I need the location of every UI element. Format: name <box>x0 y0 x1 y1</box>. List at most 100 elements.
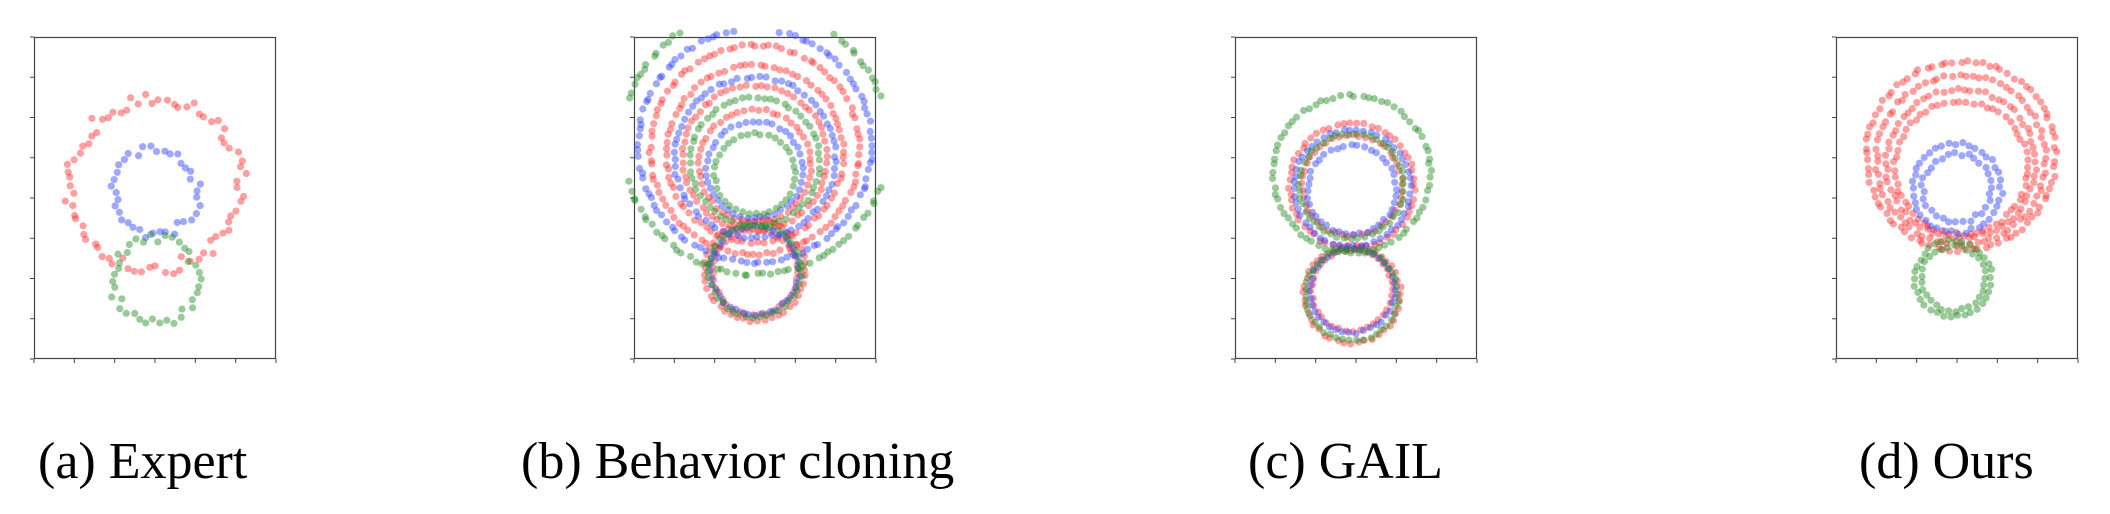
data-point-red <box>709 269 717 277</box>
data-point-blue <box>634 146 642 154</box>
data-point-green <box>687 145 695 153</box>
data-point-red <box>1389 154 1397 162</box>
data-point-red <box>806 173 814 181</box>
data-point-blue <box>1296 211 1304 220</box>
data-point-green <box>841 40 849 48</box>
data-point-red <box>1969 245 1977 253</box>
data-point-red <box>1388 262 1396 270</box>
data-point-blue <box>1314 313 1322 321</box>
data-point-red <box>723 211 731 219</box>
data-point-green <box>1280 209 1288 217</box>
data-point-blue <box>784 80 793 88</box>
data-point-blue <box>1986 196 1994 204</box>
data-point-blue <box>656 73 664 81</box>
data-point-blue <box>697 37 705 45</box>
data-point-green <box>860 213 868 221</box>
data-point-red <box>2037 98 2045 106</box>
data-point-red <box>798 209 806 217</box>
data-point-red <box>1876 203 1885 211</box>
data-point-red <box>682 130 690 138</box>
data-point-red <box>839 88 847 96</box>
data-point-green <box>722 215 730 223</box>
data-point-blue <box>1912 164 1920 172</box>
data-point-red <box>1312 267 1320 275</box>
data-point-blue <box>671 155 679 163</box>
data-point-blue <box>193 193 201 201</box>
data-point-blue <box>748 73 756 82</box>
data-point-green <box>759 269 767 277</box>
data-point-green <box>1271 191 1279 199</box>
data-point-red <box>108 260 116 268</box>
data-point-red <box>1301 302 1310 310</box>
data-point-red <box>761 316 769 324</box>
data-point-blue <box>1927 164 1935 172</box>
data-point-red <box>1949 72 1957 80</box>
data-point-blue <box>777 256 785 264</box>
data-point-red <box>779 299 787 307</box>
data-point-blue <box>1305 180 1313 188</box>
data-point-blue <box>822 192 831 200</box>
data-point-blue <box>739 309 747 317</box>
data-point-red <box>2033 121 2041 129</box>
data-point-green <box>704 260 712 268</box>
data-point-green <box>797 112 805 120</box>
data-point-blue <box>708 274 716 282</box>
data-point-green <box>1359 336 1367 344</box>
data-point-blue <box>830 153 839 161</box>
data-point-red <box>685 209 693 217</box>
data-point-red <box>715 288 723 296</box>
data-point-green <box>781 100 789 108</box>
data-point-red <box>1382 218 1390 226</box>
data-point-red <box>1309 261 1317 269</box>
data-point-red <box>104 114 112 122</box>
data-point-red <box>214 116 222 125</box>
data-point-green <box>1390 310 1399 318</box>
data-point-red <box>760 239 768 247</box>
data-point-red <box>1396 142 1404 150</box>
data-point-red <box>1380 326 1388 334</box>
data-point-red <box>788 217 796 225</box>
data-point-red <box>788 232 796 240</box>
data-point-red <box>2048 123 2056 131</box>
data-point-blue <box>724 206 732 214</box>
data-point-green <box>1422 196 1430 204</box>
data-point-green <box>824 248 832 256</box>
data-point-red <box>1957 240 1965 248</box>
data-point-green <box>723 305 732 313</box>
data-point-green <box>1369 246 1377 254</box>
data-point-red <box>1940 99 1948 107</box>
data-point-blue <box>832 143 840 151</box>
data-point-green <box>1911 275 1919 283</box>
data-point-green <box>1296 194 1304 202</box>
data-point-green <box>877 184 885 192</box>
data-point-blue <box>1382 159 1390 167</box>
data-point-blue <box>858 92 866 100</box>
data-point-red <box>698 236 706 244</box>
data-point-red <box>1897 206 1905 214</box>
data-point-red <box>662 161 670 169</box>
data-point-green <box>1387 238 1395 246</box>
data-point-blue <box>683 45 691 53</box>
data-point-red <box>1893 81 1901 89</box>
data-point-red <box>1907 234 1915 242</box>
data-point-green <box>676 29 684 37</box>
data-point-red <box>747 239 755 247</box>
data-point-blue <box>1317 218 1325 226</box>
data-point-red <box>664 130 672 138</box>
data-point-red <box>749 250 757 258</box>
data-point-blue <box>796 150 804 158</box>
scatter-points <box>61 90 250 328</box>
data-point-green <box>808 189 816 197</box>
data-point-red <box>1284 184 1293 192</box>
data-point-red <box>2031 158 2039 166</box>
data-point-red <box>2000 98 2008 106</box>
data-point-red <box>802 103 810 111</box>
data-point-green <box>1377 325 1385 333</box>
data-point-red <box>666 125 674 134</box>
data-point-red <box>1410 175 1418 183</box>
data-point-green <box>1303 305 1311 313</box>
data-point-red <box>2007 87 2015 95</box>
data-point-blue <box>831 55 839 63</box>
data-point-red <box>1883 209 1891 218</box>
data-point-red <box>780 220 788 228</box>
